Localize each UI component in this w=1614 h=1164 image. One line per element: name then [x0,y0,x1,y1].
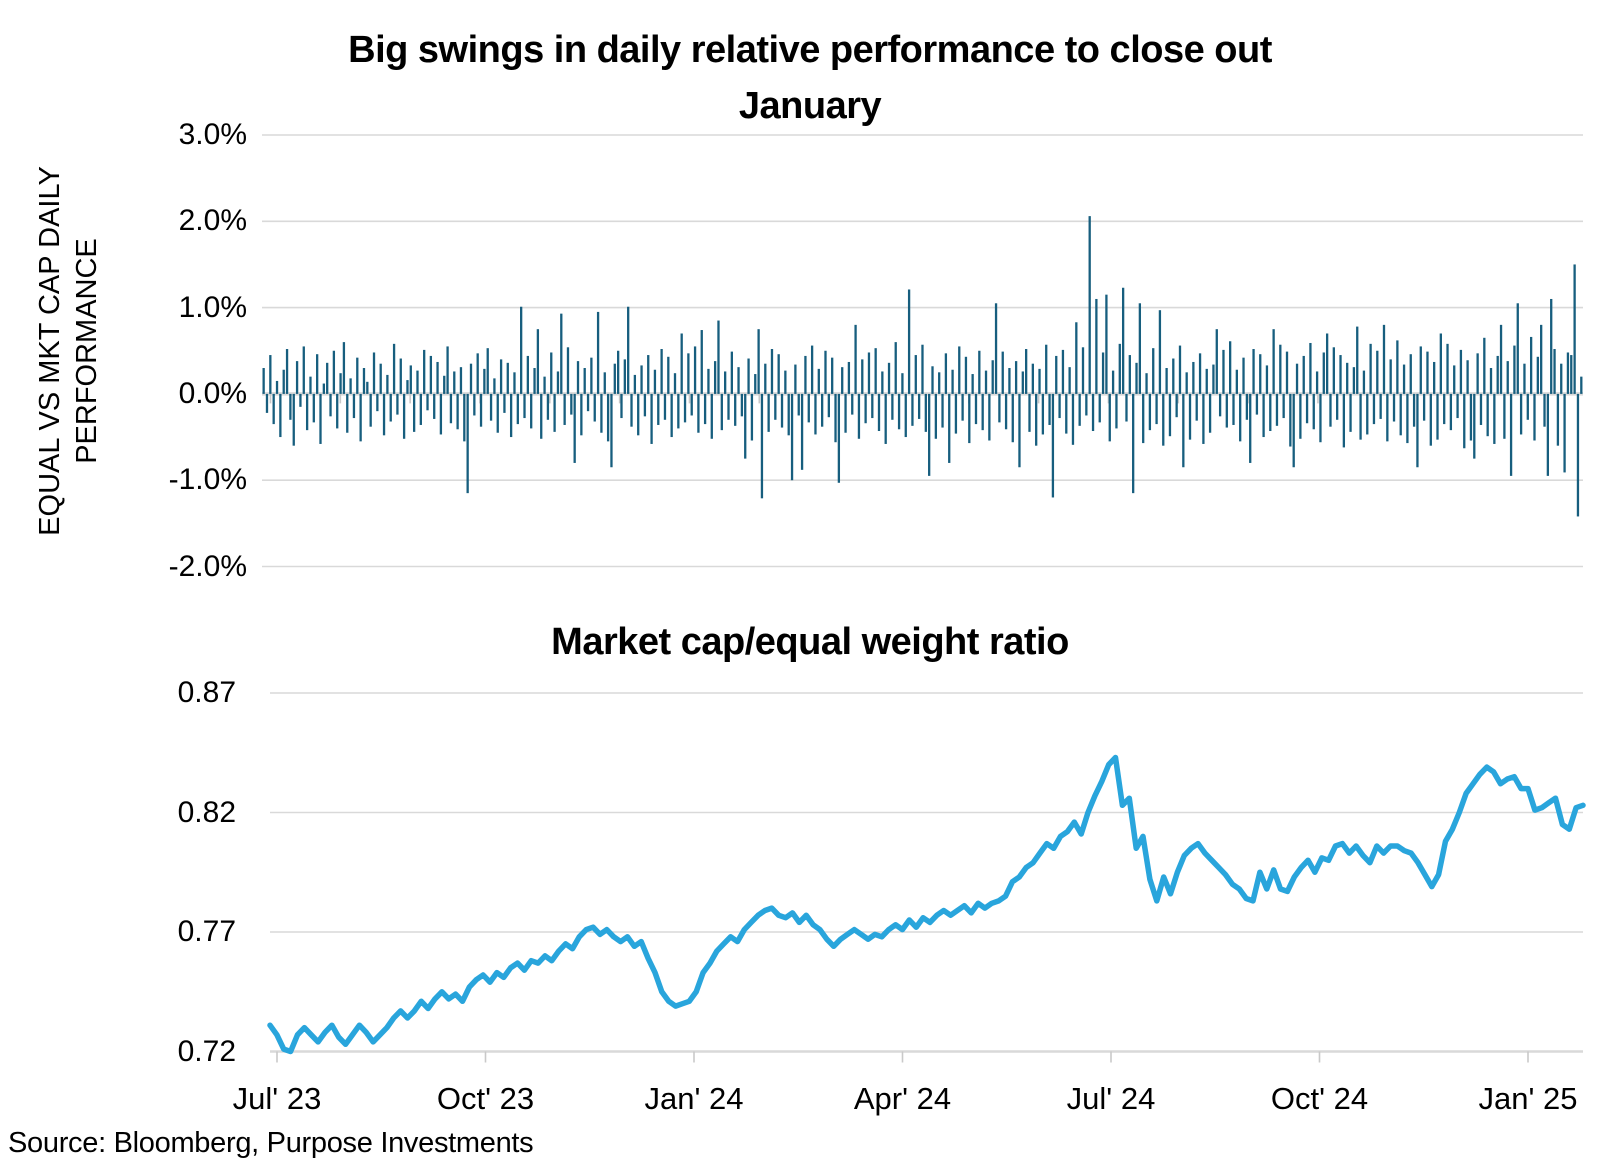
top-y-tick-label: 3.0% [178,118,247,151]
bottom-chart-title: Market cap/equal weight ratio [551,621,1069,663]
bottom-y-tick-label: 0.72 [177,1034,236,1068]
top-chart-y-axis-title-line2: PERFORMANCE [71,238,103,464]
top-y-tick-label: 0.0% [178,376,247,410]
top-y-tick-label: -2.0% [168,549,247,583]
bottom-x-tick-label: Jul' 24 [1066,1081,1156,1116]
source-note: Source: Bloomberg, Purpose Investments [8,1127,534,1159]
top-chart-y-axis-title-line1: EQUAL VS MKT CAP DAILY [34,166,66,536]
top-chart-title-line1: Big swings in daily relative performance… [348,29,1272,71]
market-cap-equal-weight-ratio-line [267,754,1586,1055]
top-chart-y-axis-title: EQUAL VS MKT CAP DAILY PERFORMANCE [32,101,112,601]
bottom-y-tick-label: 0.87 [177,676,236,709]
daily-relative-performance-bars [262,216,1583,517]
bottom-x-tick-label: Oct' 24 [1270,1081,1369,1116]
top-y-tick-label: 2.0% [178,204,247,238]
top-chart-title: Big swings in daily relative performance… [215,22,1405,134]
bottom-x-tick-label: Jul' 23 [232,1081,322,1116]
bottom-x-tick-label: Oct' 23 [436,1081,535,1116]
bottom-x-tick-label: Apr' 24 [853,1081,952,1116]
bottom-x-tick-label: Jan' 24 [644,1081,744,1116]
bottom-x-tick-label: Jan' 25 [1478,1081,1578,1116]
top-y-tick-label: 1.0% [178,290,247,324]
top-chart-title-line2: January [738,85,882,127]
bottom-chart-quarter-ticks [276,1051,1529,1063]
top-y-tick-label: -1.0% [168,463,247,497]
bottom-y-tick-label: 0.82 [177,795,236,829]
bottom-y-tick-label: 0.77 [177,915,236,948]
